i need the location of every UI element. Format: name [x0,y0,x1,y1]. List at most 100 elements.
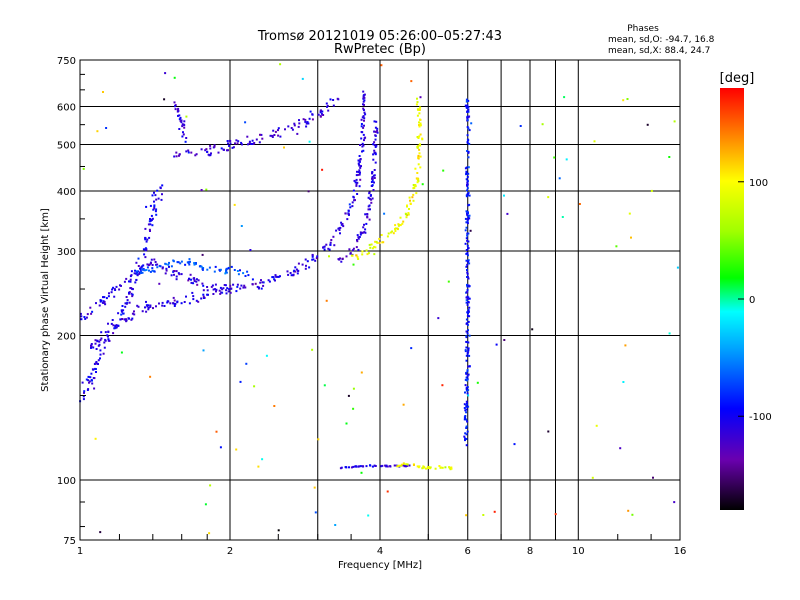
echo-point-843 [416,178,419,181]
echo-point-1185 [465,178,468,181]
echo-point-855 [417,154,420,157]
echo-point-271 [153,258,156,261]
echo-point-1294 [321,168,324,171]
echo-point-8 [352,465,355,468]
echo-point-301 [156,263,159,266]
echo-point-74 [427,466,430,469]
echo-point-27 [381,464,384,467]
echo-point-334 [244,286,247,289]
echo-point-775 [365,249,368,252]
echo-point-637 [188,258,191,261]
echo-point-78 [438,465,441,467]
echo-point-1229 [464,229,467,232]
echo-point-962 [271,134,274,137]
echo-point-884 [418,109,421,111]
echo-point-685 [340,260,343,263]
echo-point-943 [241,143,243,146]
echo-point-1003 [174,105,176,108]
echo-point-590 [220,291,223,294]
echo-point-1258 [352,407,355,410]
echo-point-223 [155,198,158,201]
echo-point-695 [358,236,361,238]
echo-point-1084 [465,354,468,357]
echo-point-573 [180,302,183,305]
echo-point-564 [185,295,187,298]
plot-frame [79,59,681,541]
echo-point-917 [228,139,231,142]
echo-point-205 [155,213,158,216]
echo-point-905 [195,153,198,156]
echo-point-973 [309,110,312,113]
echo-point-1170 [465,226,468,229]
echo-point-678 [351,249,354,252]
echo-point-1283 [668,156,671,158]
echo-point-910 [213,144,216,147]
echo-point-1298 [313,486,316,489]
echo-point-735 [370,181,373,183]
echo-point-758 [374,138,377,141]
echo-point-1333 [105,127,108,129]
echo-point-1040 [463,407,466,409]
echo-point-532 [115,326,118,329]
echo-point-114 [95,361,98,363]
echo-point-1097 [465,252,468,255]
echo-point-975 [307,122,310,125]
echo-point-670 [242,272,245,275]
echo-point-538 [114,324,117,327]
echo-point-742 [372,189,375,191]
echo-point-124 [99,349,102,352]
echo-point-567 [172,296,175,299]
axes-layer: 1 2 4 6 8 10 16 75 100 200 300 400 500 600 750 [57,56,686,557]
echo-point-1022 [182,123,185,126]
echo-point-443 [355,174,358,177]
echo-point-452 [352,196,355,199]
echo-point-887 [187,149,190,152]
echo-point-1319 [563,96,566,99]
echo-point-1234 [465,98,468,101]
echo-point-1250 [245,362,248,365]
echo-point-482 [362,109,365,111]
echo-point-544 [158,302,160,305]
echo-point-539 [104,331,107,334]
echo-point-554 [149,304,152,307]
echo-point-581 [227,290,230,293]
echo-point-954 [291,128,294,131]
echo-point-349 [229,291,232,294]
echo-point-1219 [466,220,469,223]
echo-point-69 [450,467,453,470]
echo-point-1337 [506,212,509,215]
stats-heading: Phases [627,24,659,34]
echo-point-87 [81,381,84,384]
echo-point-1345 [470,122,473,125]
echo-point-308 [195,280,198,283]
echo-point-996 [173,101,176,104]
echo-point-902 [190,151,193,154]
echo-point-1348 [201,253,204,256]
echo-point-722 [369,208,371,211]
echo-point-462 [363,139,365,142]
echo-point-551 [147,304,150,307]
echo-point-606 [167,263,170,266]
echo-point-514 [107,330,110,333]
echo-point-48 [406,463,409,466]
echo-point-692 [364,231,367,234]
echo-point-366 [272,276,275,279]
echo-point-600 [224,284,227,287]
echo-point-450 [358,173,361,176]
echo-point-202 [149,218,151,220]
echo-point-222 [154,210,157,213]
echo-point-503 [360,131,363,133]
echo-point-104 [89,376,92,379]
echo-point-686 [356,234,359,237]
echo-point-448 [358,169,361,172]
echo-point-1267 [253,385,256,388]
echo-point-456 [358,185,361,188]
echo-point-861 [417,137,420,139]
echo-point-96 [91,382,94,385]
echo-point-430 [344,212,347,215]
echo-point-224 [153,200,155,203]
echo-point-1247 [595,424,598,427]
echo-point-49 [399,464,402,467]
echo-point-628 [146,266,149,269]
